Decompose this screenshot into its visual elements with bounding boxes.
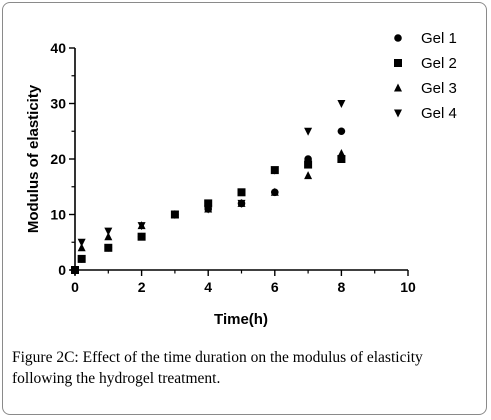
chart-legend: Gel 1 Gel 2 Gel 3 Gel 4 xyxy=(394,30,457,122)
x-tick-label: 4 xyxy=(204,279,212,295)
y-tick-label: 30 xyxy=(50,96,66,112)
data-point xyxy=(237,199,246,208)
x-tick-label: 8 xyxy=(338,279,346,295)
data-point xyxy=(77,243,86,252)
x-tick-label: 0 xyxy=(71,279,79,295)
data-point xyxy=(237,188,246,197)
y-tick-label: 0 xyxy=(58,262,66,278)
x-tick-label: 6 xyxy=(271,279,279,295)
chart-marks xyxy=(71,100,346,275)
data-point xyxy=(304,160,313,169)
data-point xyxy=(337,148,346,157)
data-point xyxy=(137,232,146,241)
legend-marker xyxy=(394,34,402,42)
x-tick-label: 10 xyxy=(400,279,416,295)
legend-label: Gel 4 xyxy=(421,105,457,122)
data-point xyxy=(337,155,346,163)
x-axis-label: Time(h) xyxy=(214,311,268,328)
chart-axes: 0 2 4 6 8 10 0 10 20 30 40 xyxy=(50,40,416,295)
data-point xyxy=(77,238,86,247)
y-tick-label: 40 xyxy=(50,40,66,56)
figure-caption: Figure 2C: Effect of the time duration o… xyxy=(12,349,423,387)
data-point xyxy=(71,266,79,275)
y-tick-label: 20 xyxy=(50,151,66,167)
data-point xyxy=(337,127,346,136)
data-point xyxy=(270,166,279,175)
legend-marker xyxy=(394,59,402,67)
legend-marker xyxy=(394,83,402,92)
data-point xyxy=(104,227,113,236)
legend-label: Gel 1 xyxy=(421,30,457,47)
data-point xyxy=(270,187,279,196)
data-point xyxy=(137,222,146,231)
legend-marker xyxy=(394,109,402,118)
data-point xyxy=(204,199,213,208)
data-point xyxy=(104,232,113,241)
data-point xyxy=(104,243,113,252)
data-point xyxy=(77,254,86,263)
legend-label: Gel 2 xyxy=(421,55,457,72)
data-point xyxy=(204,205,213,214)
x-tick-label: 2 xyxy=(138,279,146,295)
data-point xyxy=(304,127,313,136)
data-point xyxy=(170,211,179,219)
y-axis-label: Modulus of elasticity xyxy=(25,84,42,233)
data-point xyxy=(337,100,346,108)
data-point xyxy=(304,171,313,180)
y-tick-label: 10 xyxy=(50,207,66,223)
figure-frame xyxy=(2,2,487,415)
legend-label: Gel 3 xyxy=(421,80,457,97)
scatter-chart: 0 2 4 6 8 10 0 10 20 30 40 Gel 1 Gel 2 Gel 3 Gel 4 Ti… xyxy=(25,30,457,328)
